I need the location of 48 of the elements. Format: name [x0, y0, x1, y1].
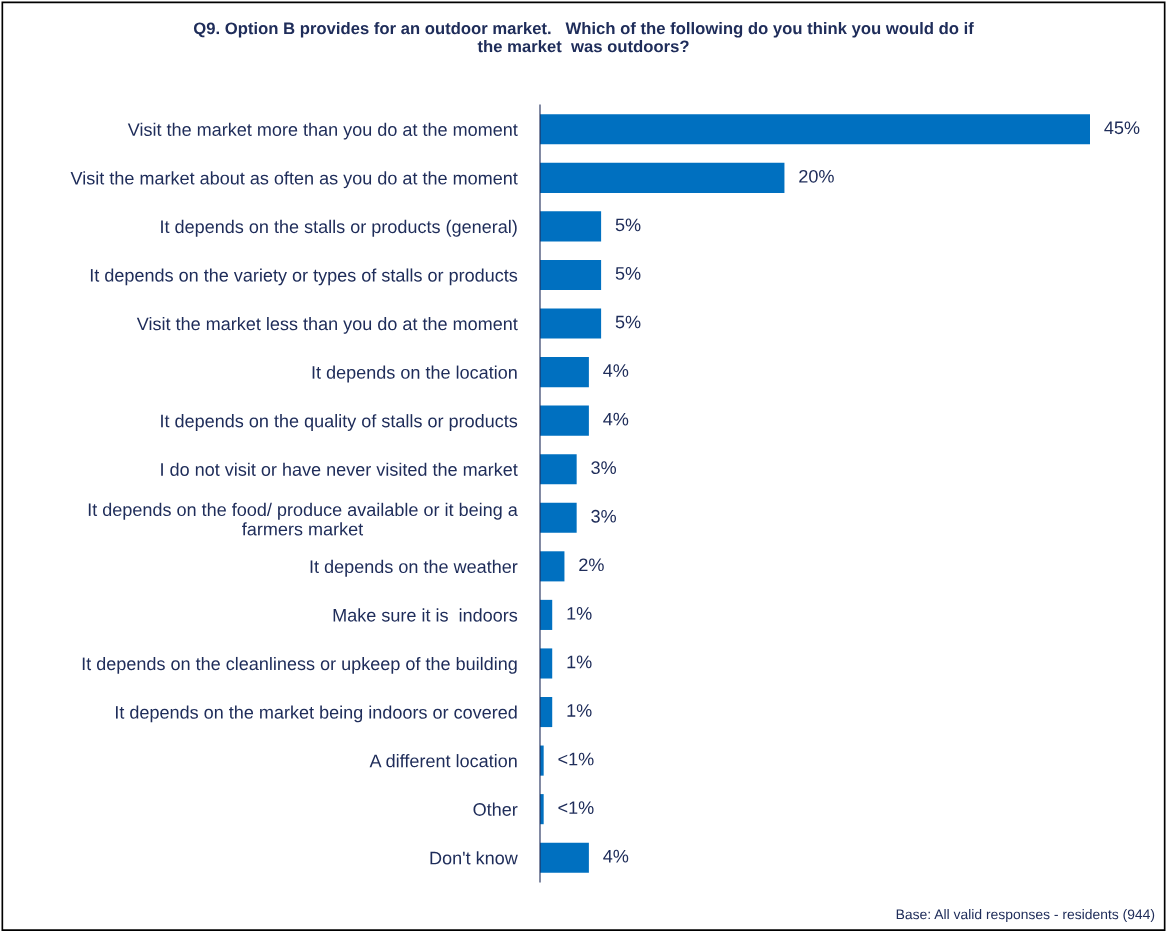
y-tick-label: Visit the market less than you do at the moment: [136, 316, 518, 334]
data-label: 2%: [579, 558, 604, 572]
y-tick-label: Other: [473, 802, 518, 816]
data-label: <1%: [558, 801, 594, 814]
data-label: 1%: [567, 704, 592, 717]
bar: [540, 211, 602, 242]
y-tick-label: It depends on the location: [312, 365, 517, 383]
y-tick-label: Don't know: [430, 851, 518, 865]
data-label: 20%: [799, 169, 834, 183]
y-tick-label: It depends on the quality of stalls or products: [161, 414, 518, 431]
data-label: 5%: [615, 315, 641, 329]
y-tick-label: Visit the market about as often as you do at the moment: [70, 171, 518, 189]
data-label: 4%: [603, 364, 629, 377]
y-tick-label: It depends on the stalls or products (general): [161, 219, 517, 237]
bar: [540, 551, 565, 582]
chart-title: Q9. Option B provides for an outdoor market. Which of the following do you think you would do if the market was outdoors?: [193, 22, 974, 53]
bar: [540, 405, 589, 436]
data-label: 4%: [603, 412, 629, 426]
data-label: 1%: [567, 607, 592, 620]
bar: [540, 696, 553, 728]
bar: [540, 648, 553, 679]
text: Base: All valid responses - residents (944): [896, 909, 1155, 922]
data-label: 4%: [603, 849, 629, 863]
bar: [540, 162, 785, 193]
y-tick-label: It depends on the cleanliness or upkeep of the building: [82, 656, 517, 674]
y-tick-label: It depends on the food/ produce available or it being a farmers market: [88, 502, 518, 536]
data-label: 3%: [591, 509, 617, 523]
bar: [540, 259, 602, 291]
data-label: 5%: [615, 218, 641, 232]
data-label: <1%: [558, 752, 594, 766]
y-tick-label: It depends on the weather: [310, 559, 518, 577]
y-tick-label: Visit the market more than you do at the moment: [127, 122, 518, 140]
data-label: 5%: [615, 267, 641, 280]
y-tick-label: I do not visit or have never visited the market: [161, 462, 518, 476]
y-tick-label: It depends on the variety or types of stalls or products: [90, 268, 518, 286]
bar: [540, 114, 1090, 145]
y-tick-label: A different location: [369, 754, 517, 768]
y-tick-label: Make sure it is indoors: [333, 608, 518, 622]
data-label: 3%: [591, 461, 617, 475]
data-label: 45%: [1104, 121, 1140, 135]
bar: [540, 357, 589, 388]
data-label: 1%: [567, 655, 592, 669]
bar: [540, 454, 577, 485]
bar: [540, 502, 577, 533]
bar: [540, 308, 602, 339]
y-tick-label: It depends on the market being indoors or covered: [115, 705, 517, 723]
bar: [540, 599, 553, 630]
bar: [540, 842, 589, 873]
